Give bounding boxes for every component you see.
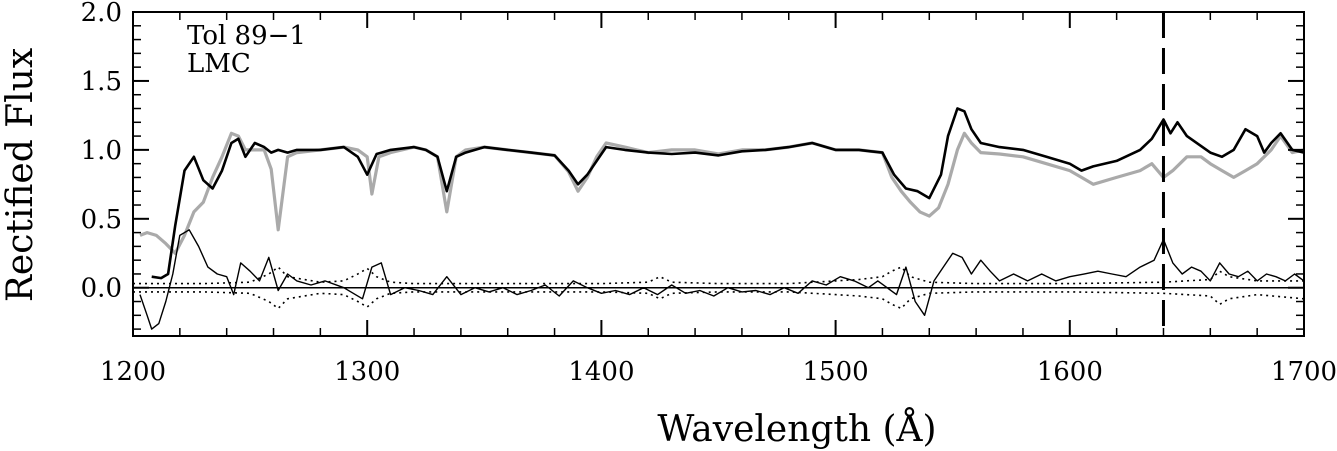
x-tick-label: 1400 [568,357,634,387]
series-line-sigma_lower [133,291,1305,310]
x-axis-title: Wavelength (Å) [657,408,936,450]
plot-frame [132,11,1305,337]
x-tick-label: 1200 [100,357,166,387]
axis-ticks [132,11,1305,336]
series-layer [133,107,1305,330]
y-axis-title: Rectified Flux [0,48,41,302]
x-tick-label: 1500 [803,357,869,387]
x-tick-label: 1700 [1271,357,1337,387]
x-tick-label: 1600 [1037,357,1103,387]
y-tick-label: 0.0 [81,274,122,304]
series-line-template [139,131,1305,255]
x-tick-label: 1300 [334,357,400,387]
series-line-object [151,107,1305,280]
annotation-galaxy: LMC [187,49,251,79]
y-tick-label: 2.0 [81,0,122,28]
y-tick-label: 1.5 [81,67,122,97]
y-tick-label: 0.5 [81,205,122,235]
annotation-object: Tol 89−1 [187,21,306,51]
series-line-residual [139,229,1305,330]
y-tick-label: 1.0 [81,136,122,166]
